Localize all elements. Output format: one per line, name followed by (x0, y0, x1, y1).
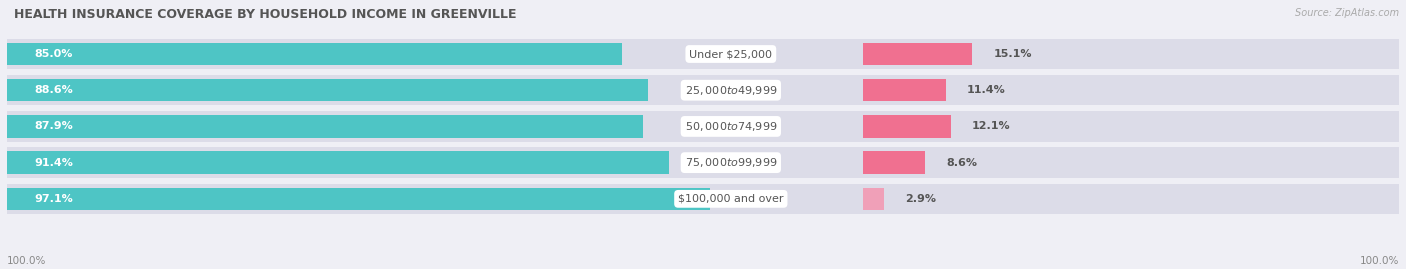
Bar (863, 151, 925, 174)
Bar (863, 188, 884, 210)
Text: 2.9%: 2.9% (905, 194, 936, 204)
Text: $25,000 to $49,999: $25,000 to $49,999 (685, 84, 778, 97)
Text: 88.6%: 88.6% (35, 85, 73, 95)
Text: 97.1%: 97.1% (35, 194, 73, 204)
Bar (863, 43, 973, 65)
Text: 100.0%: 100.0% (1360, 256, 1399, 266)
Text: 11.4%: 11.4% (966, 85, 1005, 95)
Bar (7, 151, 669, 174)
Text: HEALTH INSURANCE COVERAGE BY HOUSEHOLD INCOME IN GREENVILLE: HEALTH INSURANCE COVERAGE BY HOUSEHOLD I… (14, 8, 516, 21)
Text: Source: ZipAtlas.com: Source: ZipAtlas.com (1295, 8, 1399, 18)
Text: 100.0%: 100.0% (7, 256, 46, 266)
Bar (7, 111, 1399, 142)
Bar (7, 115, 644, 138)
Bar (7, 184, 1399, 214)
Text: $100,000 and over: $100,000 and over (678, 194, 783, 204)
Text: 15.1%: 15.1% (993, 49, 1032, 59)
Text: 12.1%: 12.1% (972, 121, 1010, 132)
Bar (7, 43, 623, 65)
Text: $75,000 to $99,999: $75,000 to $99,999 (685, 156, 778, 169)
Bar (7, 188, 710, 210)
Text: 91.4%: 91.4% (35, 158, 73, 168)
Bar (7, 75, 1399, 105)
Bar (863, 115, 950, 138)
Text: Under $25,000: Under $25,000 (689, 49, 772, 59)
Bar (863, 79, 946, 101)
Text: 85.0%: 85.0% (35, 49, 73, 59)
Text: 87.9%: 87.9% (35, 121, 73, 132)
Text: $50,000 to $74,999: $50,000 to $74,999 (685, 120, 778, 133)
Bar (7, 39, 1399, 69)
Text: 8.6%: 8.6% (946, 158, 977, 168)
Bar (7, 147, 1399, 178)
Bar (7, 79, 648, 101)
